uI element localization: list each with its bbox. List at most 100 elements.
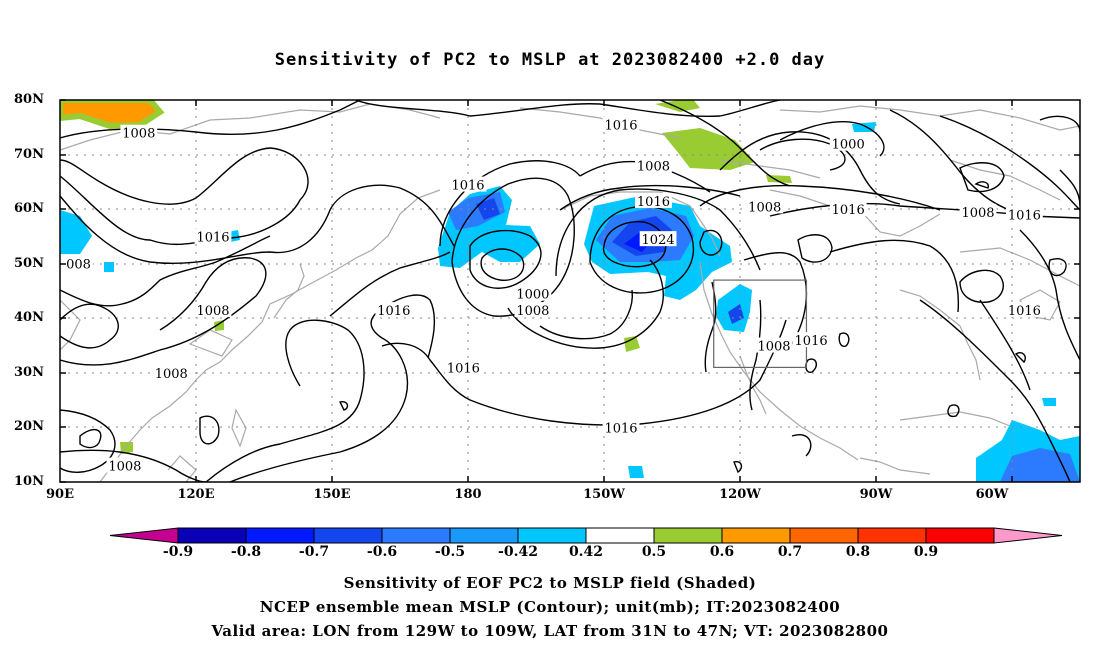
colorbar bbox=[109, 527, 1063, 544]
contour-label: 1024 bbox=[642, 233, 675, 248]
shade-positive-sea bbox=[120, 442, 133, 454]
colorbar-segment bbox=[653, 527, 723, 544]
colorbar-segment bbox=[177, 527, 247, 544]
coastlines bbox=[60, 103, 1080, 482]
lon-label-180: 180 bbox=[454, 487, 482, 502]
figure-title: Sensitivity of PC2 to MSLP at 2023082400… bbox=[274, 50, 826, 70]
contour-label: 1008 bbox=[196, 304, 229, 319]
contour-label-bg bbox=[635, 192, 672, 208]
contour-label: 1008 bbox=[748, 200, 781, 215]
contour-label-bg bbox=[639, 231, 677, 247]
contour-label: 1008 bbox=[961, 206, 994, 221]
colorbar-label: 0.8 bbox=[845, 544, 871, 560]
caption-line-2: NCEP ensemble mean MSLP (Contour); unit(… bbox=[259, 598, 841, 616]
shade-positive-hudson bbox=[766, 175, 792, 183]
contour-label: 1008 bbox=[122, 127, 155, 142]
contour-label: 1000 bbox=[832, 138, 865, 153]
colorbar-label: 0.5 bbox=[641, 544, 667, 560]
contour-label-bg bbox=[746, 198, 784, 214]
colorbar-arrow-high bbox=[993, 527, 1063, 544]
colorbar-segment bbox=[925, 527, 995, 544]
mslp-contours bbox=[60, 100, 1080, 482]
colorbar-label: -0.9 bbox=[162, 544, 194, 560]
contour-label-bg bbox=[449, 176, 487, 192]
colorbar-label: -0.6 bbox=[366, 544, 398, 560]
lat-label-10n: 10N bbox=[14, 474, 44, 489]
contour-label: 008 bbox=[66, 258, 91, 273]
lon-label-150e: 150E bbox=[313, 487, 351, 502]
colorbar-segment bbox=[313, 527, 383, 544]
lat-label-40n: 40N bbox=[14, 310, 44, 325]
sensitivity-shading bbox=[60, 100, 1080, 482]
contour-label: 1016 bbox=[832, 203, 865, 218]
contour-label: 1016 bbox=[451, 179, 484, 194]
contour-label: 1016 bbox=[196, 230, 229, 245]
contour-label: 1016 bbox=[377, 304, 410, 319]
contour-label-bg bbox=[152, 364, 190, 380]
colorbar-segment bbox=[585, 527, 655, 544]
shade-negative-westpac-core2 bbox=[476, 198, 500, 220]
lat-label-20n: 20N bbox=[14, 419, 44, 434]
colorbar-label: -0.42 bbox=[498, 544, 538, 560]
contour-label-bg bbox=[602, 419, 640, 435]
colorbar-label: 0.42 bbox=[568, 544, 604, 560]
contour-label: 1008 bbox=[637, 159, 670, 174]
contour-label-bg bbox=[602, 116, 640, 132]
axis-ticks bbox=[60, 99, 1080, 483]
contour-label-bg bbox=[1005, 206, 1043, 222]
colorbar-label: -0.7 bbox=[298, 544, 330, 560]
lat-label-60n: 60N bbox=[14, 201, 44, 216]
contour-label: 1008 bbox=[155, 367, 188, 382]
valid-area-box bbox=[713, 279, 808, 369]
contour-label: 1016 bbox=[1008, 209, 1041, 224]
lat-label-50n: 50N bbox=[14, 256, 44, 271]
colorbar-segment bbox=[245, 527, 315, 544]
colorbar-label: 0.9 bbox=[913, 544, 939, 560]
graticule bbox=[60, 100, 1080, 482]
contour-label: 1016 bbox=[1008, 304, 1041, 319]
caption-line-1: Sensitivity of EOF PC2 to MSLP field (Sh… bbox=[343, 574, 757, 592]
contour-label-bg bbox=[829, 135, 867, 151]
caption-line-3: Valid area: LON from 129W to 109W, LAT f… bbox=[211, 622, 889, 640]
shade-negative-atlantic-core bbox=[1000, 448, 1080, 482]
colorbar-segment bbox=[857, 527, 927, 544]
colorbar-arrow-low bbox=[109, 527, 179, 544]
contour-label-bg bbox=[120, 124, 158, 140]
contour-label: 1016 bbox=[795, 334, 828, 349]
contour-label-bg bbox=[792, 332, 830, 348]
contour-label-bg bbox=[514, 302, 552, 318]
contour-label-bg bbox=[444, 359, 482, 375]
contour-label-bg bbox=[1005, 302, 1043, 318]
contour-label-bg bbox=[194, 302, 232, 318]
lon-label-90e: 90E bbox=[46, 487, 74, 502]
contour-label: 1008 bbox=[108, 460, 141, 475]
colorbar-label: 0.7 bbox=[777, 544, 803, 560]
shade-positive-pacific bbox=[624, 336, 640, 352]
contour-label-bg bbox=[64, 255, 93, 271]
lon-label-90w: 90W bbox=[859, 487, 893, 502]
map-frame bbox=[59, 99, 1081, 483]
contour-label: 1008 bbox=[516, 304, 549, 319]
contour-label: 1000 bbox=[516, 288, 549, 303]
shade-positive-arctic bbox=[60, 100, 165, 130]
contour-label-bg bbox=[514, 285, 552, 301]
colorbar-segment bbox=[517, 527, 587, 544]
lon-label-120e: 120E bbox=[177, 487, 215, 502]
contour-label-bg bbox=[959, 203, 997, 219]
contour-label: 1016 bbox=[604, 119, 637, 134]
contour-label-bg bbox=[829, 201, 867, 217]
shade-negative-west-edge bbox=[60, 210, 92, 254]
colorbar-label: -0.5 bbox=[434, 544, 466, 560]
lon-label-120w: 120W bbox=[719, 487, 761, 502]
lat-label-70n: 70N bbox=[14, 147, 44, 162]
lat-label-30n: 30N bbox=[14, 365, 44, 380]
contour-label: 1008 bbox=[757, 340, 790, 355]
lat-label-80n: 80N bbox=[14, 92, 44, 107]
contour-label-bg bbox=[106, 457, 144, 473]
colorbar-segment bbox=[721, 527, 791, 544]
contour-label-bg bbox=[755, 337, 793, 353]
colorbar-segment bbox=[789, 527, 859, 544]
colorbar-label: 0.6 bbox=[709, 544, 735, 560]
contour-label: 1016 bbox=[604, 421, 637, 436]
